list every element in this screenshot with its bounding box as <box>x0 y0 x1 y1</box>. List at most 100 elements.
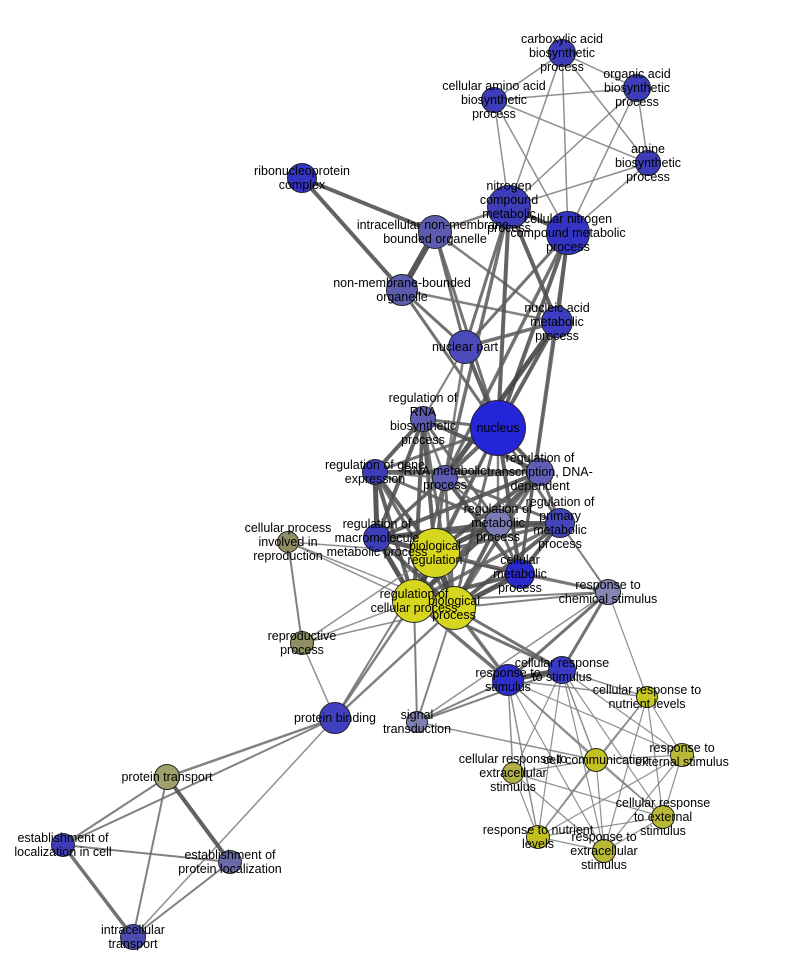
edge-cellular-response-to-external-stimulus--cellular-response-to-extracellular-stimulus <box>512 772 664 818</box>
edge-ribonucleoprotein-complex--non-membrane-bounded-organelle <box>300 176 404 292</box>
graph-node-cellular-process-involved-in-reproduction[interactable] <box>277 531 299 553</box>
graph-node-regulation-of-rna-biosynthetic-process[interactable] <box>410 406 436 432</box>
graph-node-signal-transduction[interactable] <box>406 711 428 733</box>
graph-node-regulation-of-metabolic-process[interactable] <box>484 509 512 537</box>
graph-node-nitrogen-compound-metabolic-process[interactable] <box>487 185 531 229</box>
edge-cellular-response-to-stimulus--cellular-response-to-extracellular-stimulus <box>512 669 563 774</box>
graph-node-biological-process[interactable] <box>432 586 476 630</box>
graph-node-amine-biosynthetic-process[interactable] <box>635 150 661 176</box>
edge-response-to-external-stimulus--response-to-nutrient-levels <box>537 754 683 838</box>
edge-regulation-of-transcription-dna-dependent--rna-metabolic-process <box>444 470 541 480</box>
edge-cell-communication--response-to-extracellular-stimulus <box>595 759 605 852</box>
edge-response-to-stimulus--response-to-extracellular-stimulus <box>507 679 605 852</box>
graph-node-rna-metabolic-process[interactable] <box>432 465 458 491</box>
edge-non-membrane-bounded-organelle--nucleic-acid-metabolic-process <box>401 288 558 324</box>
edge-nitrogen-compound-metabolic-process--nucleus <box>496 206 511 429</box>
edge-establishment-of-localization-in-cell--establishment-of-protein-localization <box>62 844 231 863</box>
graph-node-nucleus[interactable] <box>470 400 526 456</box>
edge-response-to-stimulus--cellular-response-to-nutrient-levels <box>507 679 648 698</box>
edge-cellular-response-to-nutrient-levels--response-to-extracellular-stimulus <box>603 696 648 852</box>
edge-response-to-chemical-stimulus--cellular-response-to-nutrient-levels <box>607 591 648 698</box>
edge-regulation-of-primary-metabolic-process--regulation-of-cellular-process <box>413 521 561 603</box>
edge-protein-binding--establishment-of-localization-in-cell <box>62 717 336 846</box>
graph-node-regulation-of-primary-metabolic-process[interactable] <box>545 508 575 538</box>
graph-node-carboxylic-acid-biosynthetic-process[interactable] <box>548 39 576 67</box>
graph-node-ribonucleoprotein-complex[interactable] <box>287 163 317 193</box>
graph-node-response-to-extracellular-stimulus[interactable] <box>592 839 616 863</box>
graph-node-protein-transport[interactable] <box>154 764 180 790</box>
edge-protein-binding--protein-transport <box>166 716 336 779</box>
edge-ribonucleoprotein-complex--intracellular-non-membrane-bounded-organelle <box>301 176 436 234</box>
edge-response-to-stimulus--response-to-nutrient-levels <box>507 679 539 838</box>
edge-regulation-of-rna-biosynthetic-process--regulation-of-macromolecule-metabolic-process <box>375 418 425 539</box>
graph-node-cellular-nitrogen-compound-metabolic-process[interactable] <box>546 211 590 255</box>
graph-node-response-to-nutrient-levels[interactable] <box>526 825 550 849</box>
graph-node-cellular-metabolic-process[interactable] <box>505 559 535 589</box>
edge-rna-metabolic-process--regulation-of-macromolecule-metabolic-process <box>376 476 446 540</box>
graph-node-cellular-response-to-extracellular-stimulus[interactable] <box>502 762 524 784</box>
edge-cellular-response-to-stimulus--response-to-external-stimulus <box>561 669 683 756</box>
edge-cell-communication--response-to-nutrient-levels <box>537 759 597 838</box>
graph-node-intracellular-non-membrane-bounded-organelle[interactable] <box>418 215 452 249</box>
edge-signal-transduction--cellular-response-to-stimulus <box>416 669 563 723</box>
graph-node-regulation-of-gene-expression[interactable] <box>362 459 388 485</box>
edge-protein-binding--regulation-of-cellular-process <box>333 600 416 719</box>
edge-cellular-response-to-stimulus--cellular-response-to-nutrient-levels <box>561 669 648 698</box>
edge-cellular-response-to-stimulus--cell-communication <box>561 669 597 761</box>
graph-node-cell-communication[interactable] <box>584 748 608 772</box>
edge-protein-binding--biological-process <box>334 607 455 719</box>
edge-cell-communication--response-to-external-stimulus <box>595 754 683 761</box>
edge-establishment-of-protein-localization--intracellular-transport <box>132 861 231 938</box>
edge-organic-acid-biosynthetic-process--nitrogen-compound-metabolic-process <box>508 87 638 208</box>
edge-rna-metabolic-process--regulation-of-primary-metabolic-process <box>444 476 561 525</box>
edge-cellular-amino-acid-biosynthetic-process--cellular-nitrogen-compound-metabolic-process <box>493 99 569 234</box>
edge-carboxylic-acid-biosynthetic-process--cellular-nitrogen-compound-metabolic-process <box>561 52 569 234</box>
edge-cellular-nitrogen-compound-metabolic-process--nucleus <box>496 232 570 429</box>
graph-node-protein-binding[interactable] <box>319 702 351 734</box>
graph-node-biological-regulation[interactable] <box>410 528 460 578</box>
edge-signal-transduction--cell-communication <box>416 721 597 761</box>
edge-cell-communication--cellular-response-to-external-stimulus <box>595 759 664 818</box>
graph-node-cellular-response-to-nutrient-levels[interactable] <box>636 686 658 708</box>
edge-cellular-nitrogen-compound-metabolic-process--nuclear-part <box>463 231 570 349</box>
graph-node-intracellular-transport[interactable] <box>120 924 146 950</box>
edge-protein-binding--biological-regulation <box>334 552 436 719</box>
graph-node-regulation-of-macromolecule-metabolic-process[interactable] <box>363 524 391 552</box>
graph-node-nucleic-acid-metabolic-process[interactable] <box>541 306 573 338</box>
edge-regulation-of-primary-metabolic-process--regulation-of-macromolecule-metabolic-process <box>376 521 561 540</box>
edge-response-to-stimulus--cellular-response-to-external-stimulus <box>507 679 664 818</box>
graph-node-reproductive-process[interactable] <box>290 631 314 655</box>
edge-signal-transduction--response-to-chemical-stimulus <box>416 591 609 723</box>
edge-cellular-response-to-stimulus--response-to-nutrient-levels <box>537 669 563 838</box>
edge-regulation-of-gene-expression--regulation-of-metabolic-process <box>374 470 499 525</box>
edge-intracellular-non-membrane-bounded-organelle--nucleic-acid-metabolic-process <box>434 230 558 324</box>
graph-node-establishment-of-protein-localization[interactable] <box>218 850 242 874</box>
edge-cellular-response-to-stimulus--cellular-response-to-external-stimulus <box>561 669 664 818</box>
graph-node-establishment-of-localization-in-cell[interactable] <box>51 833 75 857</box>
graph-node-cellular-amino-acid-biosynthetic-process[interactable] <box>481 87 507 113</box>
graph-node-cellular-response-to-stimulus[interactable] <box>548 656 576 684</box>
edge-carboxylic-acid-biosynthetic-process--nitrogen-compound-metabolic-process <box>508 52 563 208</box>
edge-response-to-chemical-stimulus--response-to-stimulus <box>507 590 609 682</box>
edge-response-to-external-stimulus--response-to-extracellular-stimulus <box>603 754 683 852</box>
graph-node-organic-acid-biosynthetic-process[interactable] <box>623 74 651 102</box>
edge-cell-communication--cellular-response-to-extracellular-stimulus <box>512 759 597 774</box>
edge-response-to-chemical-stimulus--cellular-response-to-stimulus <box>560 591 610 671</box>
graph-node-regulation-of-transcription-dna-dependent[interactable] <box>526 458 554 486</box>
edge-protein-transport--establishment-of-protein-localization <box>165 775 232 864</box>
graph-node-response-to-stimulus[interactable] <box>492 664 524 696</box>
graph-node-nuclear-part[interactable] <box>448 330 482 364</box>
edge-cellular-response-to-external-stimulus--response-to-nutrient-levels <box>537 816 664 838</box>
edge-biological-process--response-to-chemical-stimulus <box>453 591 609 609</box>
graph-node-response-to-external-stimulus[interactable] <box>670 743 694 767</box>
graph-node-regulation-of-cellular-process[interactable] <box>392 579 436 623</box>
graph-node-non-membrane-bounded-organelle[interactable] <box>386 274 418 306</box>
graph-node-cellular-response-to-external-stimulus[interactable] <box>651 805 675 829</box>
graph-node-response-to-chemical-stimulus[interactable] <box>595 579 621 605</box>
edge-organic-acid-biosynthetic-process--cellular-nitrogen-compound-metabolic-process <box>567 87 638 234</box>
edge-reproductive-process--biological-regulation <box>301 552 436 644</box>
edge-protein-binding--intracellular-transport <box>132 717 336 938</box>
edge-cellular-process-involved-in-reproduction--reproductive-process <box>287 541 303 644</box>
